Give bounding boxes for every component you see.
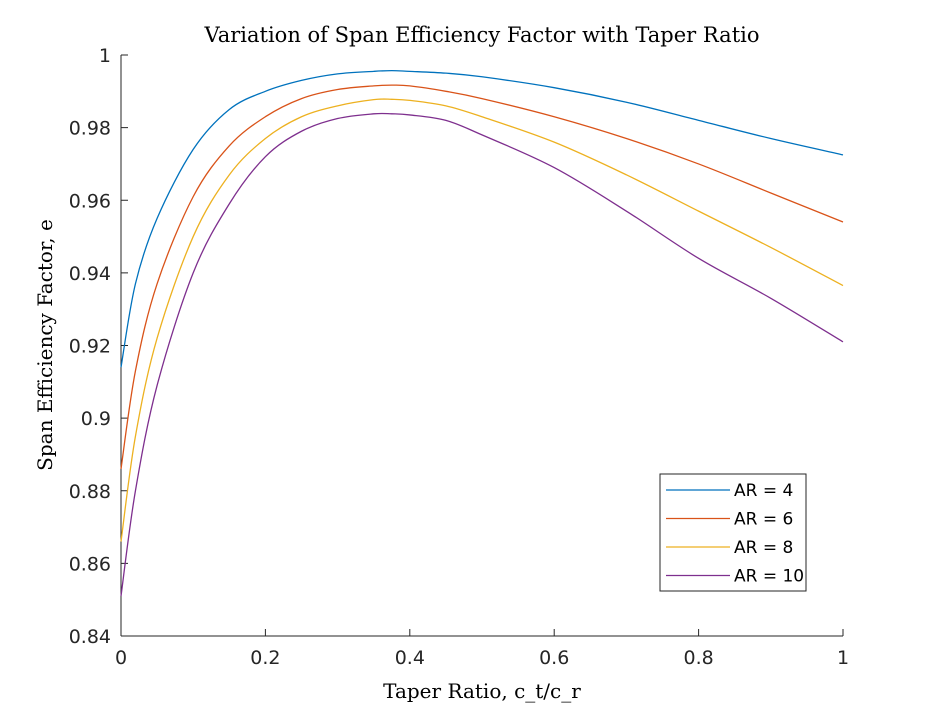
x-tick-label: 0.2	[250, 647, 280, 669]
x-ticks: 0 0.2 0.4 0.6 0.8 1	[115, 629, 849, 669]
x-tick-label: 0	[115, 647, 127, 669]
y-tick-label: 0.94	[69, 263, 111, 285]
y-tick-label: 0.92	[69, 336, 111, 358]
legend-label-1: AR = 4	[734, 481, 793, 501]
x-tick-label: 0.6	[539, 647, 569, 669]
y-tick-label: 0.9	[81, 408, 111, 430]
series-line-2	[120, 84, 844, 470]
x-tick-label: 1	[837, 647, 849, 669]
plot-series	[120, 69, 844, 597]
chart-title: Variation of Span Efficiency Factor with…	[203, 23, 759, 47]
x-axis-label: Taper Ratio, c_t/c_r	[383, 679, 581, 703]
y-ticks: 0.84 0.86 0.88 0.9 0.92 0.94 0.96 0.98 1	[69, 45, 128, 648]
series-line-4	[120, 112, 844, 597]
y-tick-label: 0.84	[69, 626, 111, 648]
y-tick-label: 0.88	[69, 481, 111, 503]
legend-box	[659, 473, 807, 592]
y-tick-label: 1	[99, 45, 111, 67]
y-tick-label: 0.86	[69, 553, 111, 575]
series-line-1	[120, 69, 844, 368]
y-tick-label: 0.96	[69, 190, 111, 212]
y-tick-label: 0.98	[69, 118, 111, 140]
legend: AR = 4 AR = 6 AR = 8 AR = 10	[659, 473, 807, 592]
y-axis-label: Span Efficiency Factor, e	[33, 219, 57, 471]
legend-label-2: AR = 6	[734, 510, 793, 530]
legend-label-3: AR = 8	[734, 538, 793, 558]
x-tick-label: 0.4	[395, 647, 425, 669]
x-tick-label: 0.8	[683, 647, 713, 669]
series-line-3	[120, 98, 844, 542]
legend-label-4: AR = 10	[734, 567, 804, 587]
